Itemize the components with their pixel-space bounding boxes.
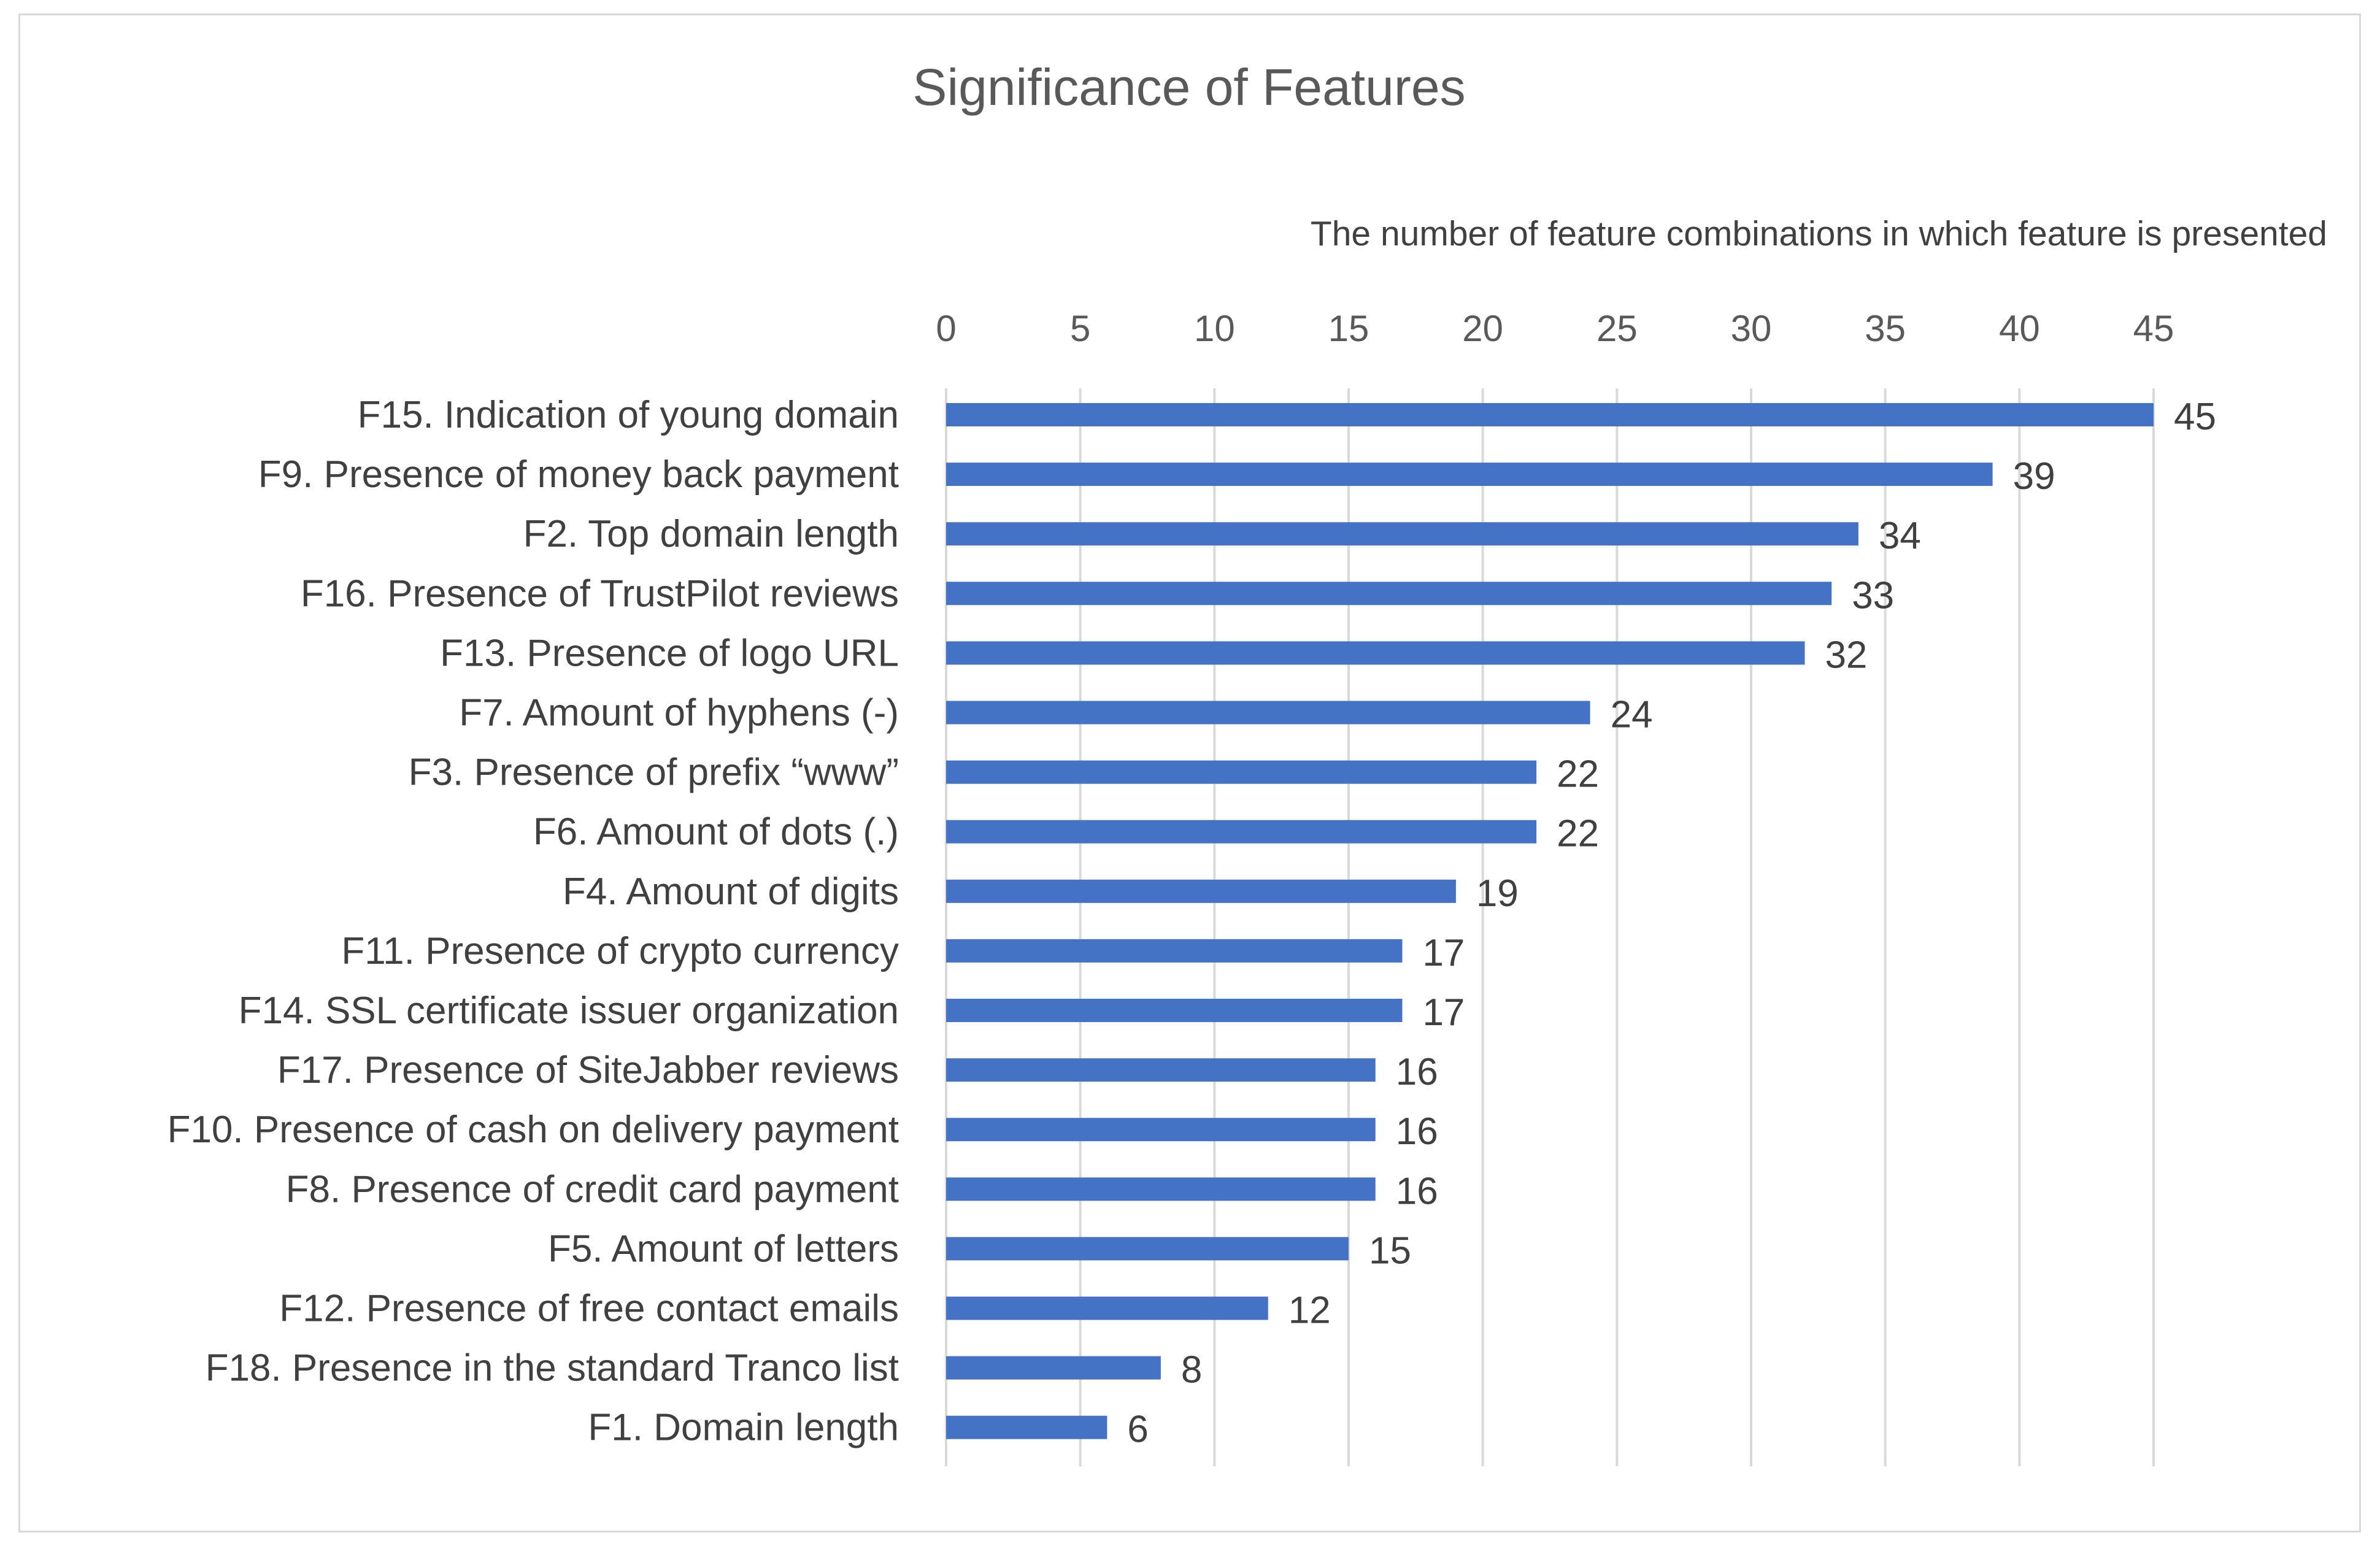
- x-tick-label: 0: [936, 308, 956, 349]
- data-label: 24: [1611, 694, 1653, 736]
- category-label: F18. Presence in the standard Tranco lis…: [206, 1347, 899, 1390]
- data-label: 17: [1422, 991, 1465, 1034]
- data-label: 45: [2174, 396, 2216, 438]
- data-labels: 45 39 34 33 32 24 22 22 19 17 17 16 16 16 15 12 86: [1127, 396, 2216, 1451]
- data-label: 34: [1879, 515, 1921, 557]
- category-label: F15. Indication of young domain: [358, 394, 899, 436]
- bar: [946, 760, 1537, 784]
- data-label: 16: [1396, 1110, 1438, 1153]
- category-label: F12. Presence of free contact emails: [279, 1288, 899, 1330]
- x-tick-label: 40: [1999, 308, 2040, 349]
- data-label: 16: [1396, 1051, 1438, 1093]
- bar: [946, 1237, 1349, 1261]
- category-label: F7. Amount of hyphens (-): [459, 692, 899, 734]
- x-axis-title: The number of feature combinations in wh…: [1311, 214, 2327, 253]
- category-label: F17. Presence of SiteJabber reviews: [277, 1049, 899, 1091]
- chart-frame: Significance of Features The number of f…: [18, 13, 2361, 1533]
- bar: [946, 582, 1832, 606]
- bar: [946, 1058, 1376, 1082]
- chart-svg: Significance of Features The number of f…: [168, 58, 2327, 1466]
- bar: [946, 939, 1403, 963]
- x-tick-label: 10: [1194, 308, 1235, 349]
- x-tick-label: 45: [2133, 308, 2174, 349]
- bar: [946, 1177, 1376, 1201]
- category-label: F10. Presence of cash on delivery paymen…: [168, 1109, 899, 1151]
- x-tick-label: 5: [1070, 308, 1090, 349]
- bar: [946, 641, 1805, 665]
- data-label: 12: [1288, 1290, 1331, 1332]
- data-label: 32: [1825, 634, 1867, 676]
- data-label: 15: [1369, 1229, 1411, 1272]
- category-label: F16. Presence of TrustPilot reviews: [301, 572, 899, 615]
- gridlines: [945, 388, 2155, 1466]
- data-label: 22: [1557, 813, 1599, 855]
- data-label: 33: [1852, 574, 1894, 617]
- x-tick-label: 20: [1462, 308, 1503, 349]
- x-tick-label: 15: [1328, 308, 1369, 349]
- bar: [946, 1296, 1268, 1320]
- category-label: F11. Presence of crypto currency: [341, 930, 899, 972]
- data-label: 22: [1557, 753, 1599, 796]
- chart-title: Significance of Features: [912, 58, 1465, 116]
- x-tick-label: 35: [1865, 308, 1906, 349]
- category-label: F6. Amount of dots (.): [533, 811, 899, 853]
- category-labels: F15. Indication of young domain F9. Prese…: [168, 394, 899, 1449]
- data-label: 17: [1422, 932, 1465, 974]
- x-tick-label: 30: [1731, 308, 1772, 349]
- data-label: 39: [2013, 455, 2055, 498]
- bar: [946, 1356, 1161, 1380]
- category-label: F8. Presence of credit card payment: [286, 1168, 899, 1210]
- bar: [946, 879, 1456, 903]
- bar: [946, 463, 1993, 486]
- data-label: 16: [1396, 1170, 1438, 1212]
- bar: [946, 820, 1537, 844]
- bar: [946, 999, 1403, 1022]
- category-label: F13. Presence of logo URL: [440, 632, 899, 674]
- bars: [946, 403, 2154, 1439]
- bar: [946, 1415, 1107, 1439]
- data-label: 8: [1181, 1349, 1202, 1391]
- category-label: F4. Amount of digits: [563, 871, 899, 913]
- category-label: F14. SSL certificate issuer organization: [239, 990, 899, 1032]
- x-tick-label: 25: [1596, 308, 1638, 349]
- bar: [946, 403, 2154, 426]
- bar: [946, 1118, 1376, 1142]
- data-label: 19: [1476, 872, 1519, 915]
- category-label: F1. Domain length: [588, 1407, 899, 1449]
- category-label: F2. Top domain length: [523, 513, 899, 555]
- x-axis-ticks: 0 5 10 15 20 25 30 35 40 45: [936, 308, 2174, 349]
- category-label: F5. Amount of letters: [548, 1228, 899, 1270]
- category-label: F3. Presence of prefix “www”: [409, 752, 899, 794]
- data-label: 6: [1127, 1409, 1148, 1451]
- bar: [946, 701, 1590, 725]
- category-label: F9. Presence of money back payment: [258, 453, 899, 496]
- bar: [946, 522, 1858, 546]
